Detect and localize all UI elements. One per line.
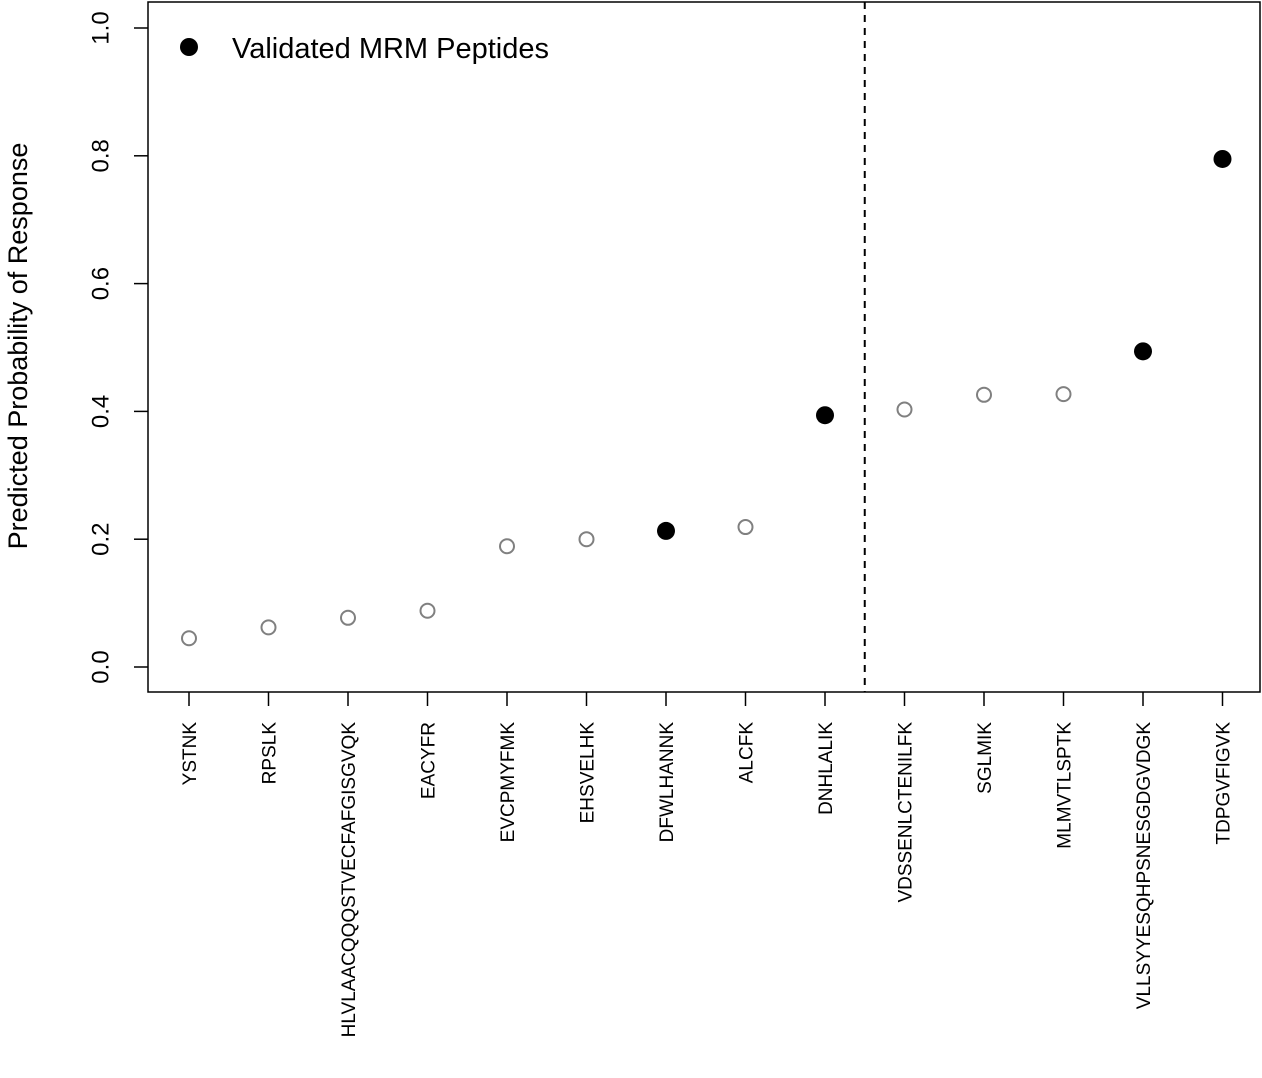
x-tick-label: VDSSENLCTENILFK [896,722,917,903]
x-tick-label: TDPGVFIGVK [1214,722,1235,845]
plot-frame [147,1,1261,693]
y-tick-label: 0.4 [87,395,114,428]
x-tick-label: EHSVELHK [578,722,599,824]
y-tick-label: 0.2 [87,523,114,556]
x-tick-label: ALCFK [737,722,758,784]
x-tick-label: EVCPMYFMK [498,722,519,843]
data-point [896,401,913,418]
legend-marker [180,38,198,56]
validated-point [816,406,834,425]
x-tick-label: SGLMIK [975,722,996,794]
legend-label: Validated MRM Peptides [232,33,549,65]
y-axis-label: Predicted Probability of Response [3,143,33,550]
x-tick-label: MLMVTLSPTK [1055,722,1076,849]
data-point [260,619,277,636]
x-tick-label: HLVLAACQQQSTVECFAFGISGVQK [339,722,360,1038]
y-tick-label: 0.6 [87,267,114,300]
data-point [419,602,436,619]
y-tick-label: 1.0 [87,11,114,44]
validated-point [1213,149,1232,168]
data-point [737,519,754,536]
x-tick-label: VLLSYYESQHPSNESGDGVDGK [1134,722,1155,1010]
x-tick-label: EACYFR [419,722,440,799]
x-tick-label: YSTNK [180,722,201,786]
validated-point [657,521,675,540]
data-point [499,538,515,555]
data-point [1055,386,1072,403]
x-tick-label: DFWLHANNK [657,722,678,843]
x-tick-label: RPSLK [260,722,281,785]
data-point [578,531,595,548]
x-tick-label: DNHLALIK [816,722,837,815]
y-tick-label: 0.8 [87,139,114,172]
data-point [181,630,197,647]
data-point [976,386,992,403]
data-point [340,609,356,626]
validated-point [1134,342,1152,361]
y-tick-label: 0.0 [87,650,114,683]
